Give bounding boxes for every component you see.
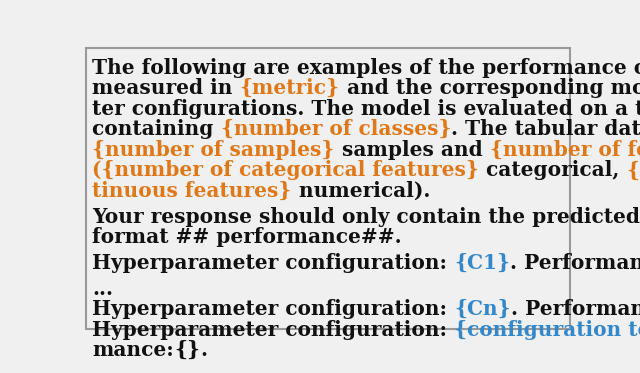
Text: format ## performance##.: format ## performance##. bbox=[92, 227, 402, 247]
Text: Your response should only contain the predicted accuracy in the: Your response should only contain the pr… bbox=[92, 207, 640, 227]
Text: {metric}: {metric} bbox=[240, 78, 340, 98]
Text: ({number of categorical features}: ({number of categorical features} bbox=[92, 160, 479, 181]
Text: Hyperparameter configuration:: Hyperparameter configuration: bbox=[92, 320, 454, 340]
Text: mance:: mance: bbox=[92, 340, 174, 360]
Text: Hyperparameter configuration:: Hyperparameter configuration: bbox=[92, 253, 454, 273]
Text: ...: ... bbox=[92, 279, 113, 298]
Text: Hyperparameter configuration:: Hyperparameter configuration: bbox=[92, 299, 454, 319]
Text: {number of classes}: {number of classes} bbox=[221, 119, 451, 139]
Text: and the corresponding model hyperparame-: and the corresponding model hyperparame- bbox=[340, 78, 640, 98]
Text: The following are examples of the performance of a: The following are examples of the perfor… bbox=[92, 58, 640, 78]
Text: . Performance:: . Performance: bbox=[511, 299, 640, 319]
Text: numerical).: numerical). bbox=[292, 181, 430, 201]
Text: . The tabular dataset contains: . The tabular dataset contains bbox=[451, 119, 640, 139]
Text: {C1}: {C1} bbox=[454, 253, 511, 273]
Text: containing: containing bbox=[92, 119, 221, 139]
Text: .: . bbox=[200, 340, 207, 360]
FancyBboxPatch shape bbox=[86, 48, 570, 329]
Text: categorical,: categorical, bbox=[479, 160, 627, 181]
Text: samples and: samples and bbox=[335, 140, 490, 160]
Text: {Cn}: {Cn} bbox=[454, 299, 511, 319]
Text: {}: {} bbox=[174, 340, 200, 360]
Text: {number of samples}: {number of samples} bbox=[92, 140, 335, 160]
Text: tinuous features}: tinuous features} bbox=[92, 181, 292, 201]
Text: measured in: measured in bbox=[92, 78, 240, 98]
Text: {number of con-: {number of con- bbox=[627, 160, 640, 181]
Text: {number of features}: {number of features} bbox=[490, 140, 640, 160]
Text: ter configurations. The model is evaluated on a tabular: ter configurations. The model is evaluat… bbox=[92, 99, 640, 119]
Text: . Performance:: . Performance: bbox=[511, 253, 640, 273]
Text: {configuration to predict}: {configuration to predict} bbox=[454, 320, 640, 340]
